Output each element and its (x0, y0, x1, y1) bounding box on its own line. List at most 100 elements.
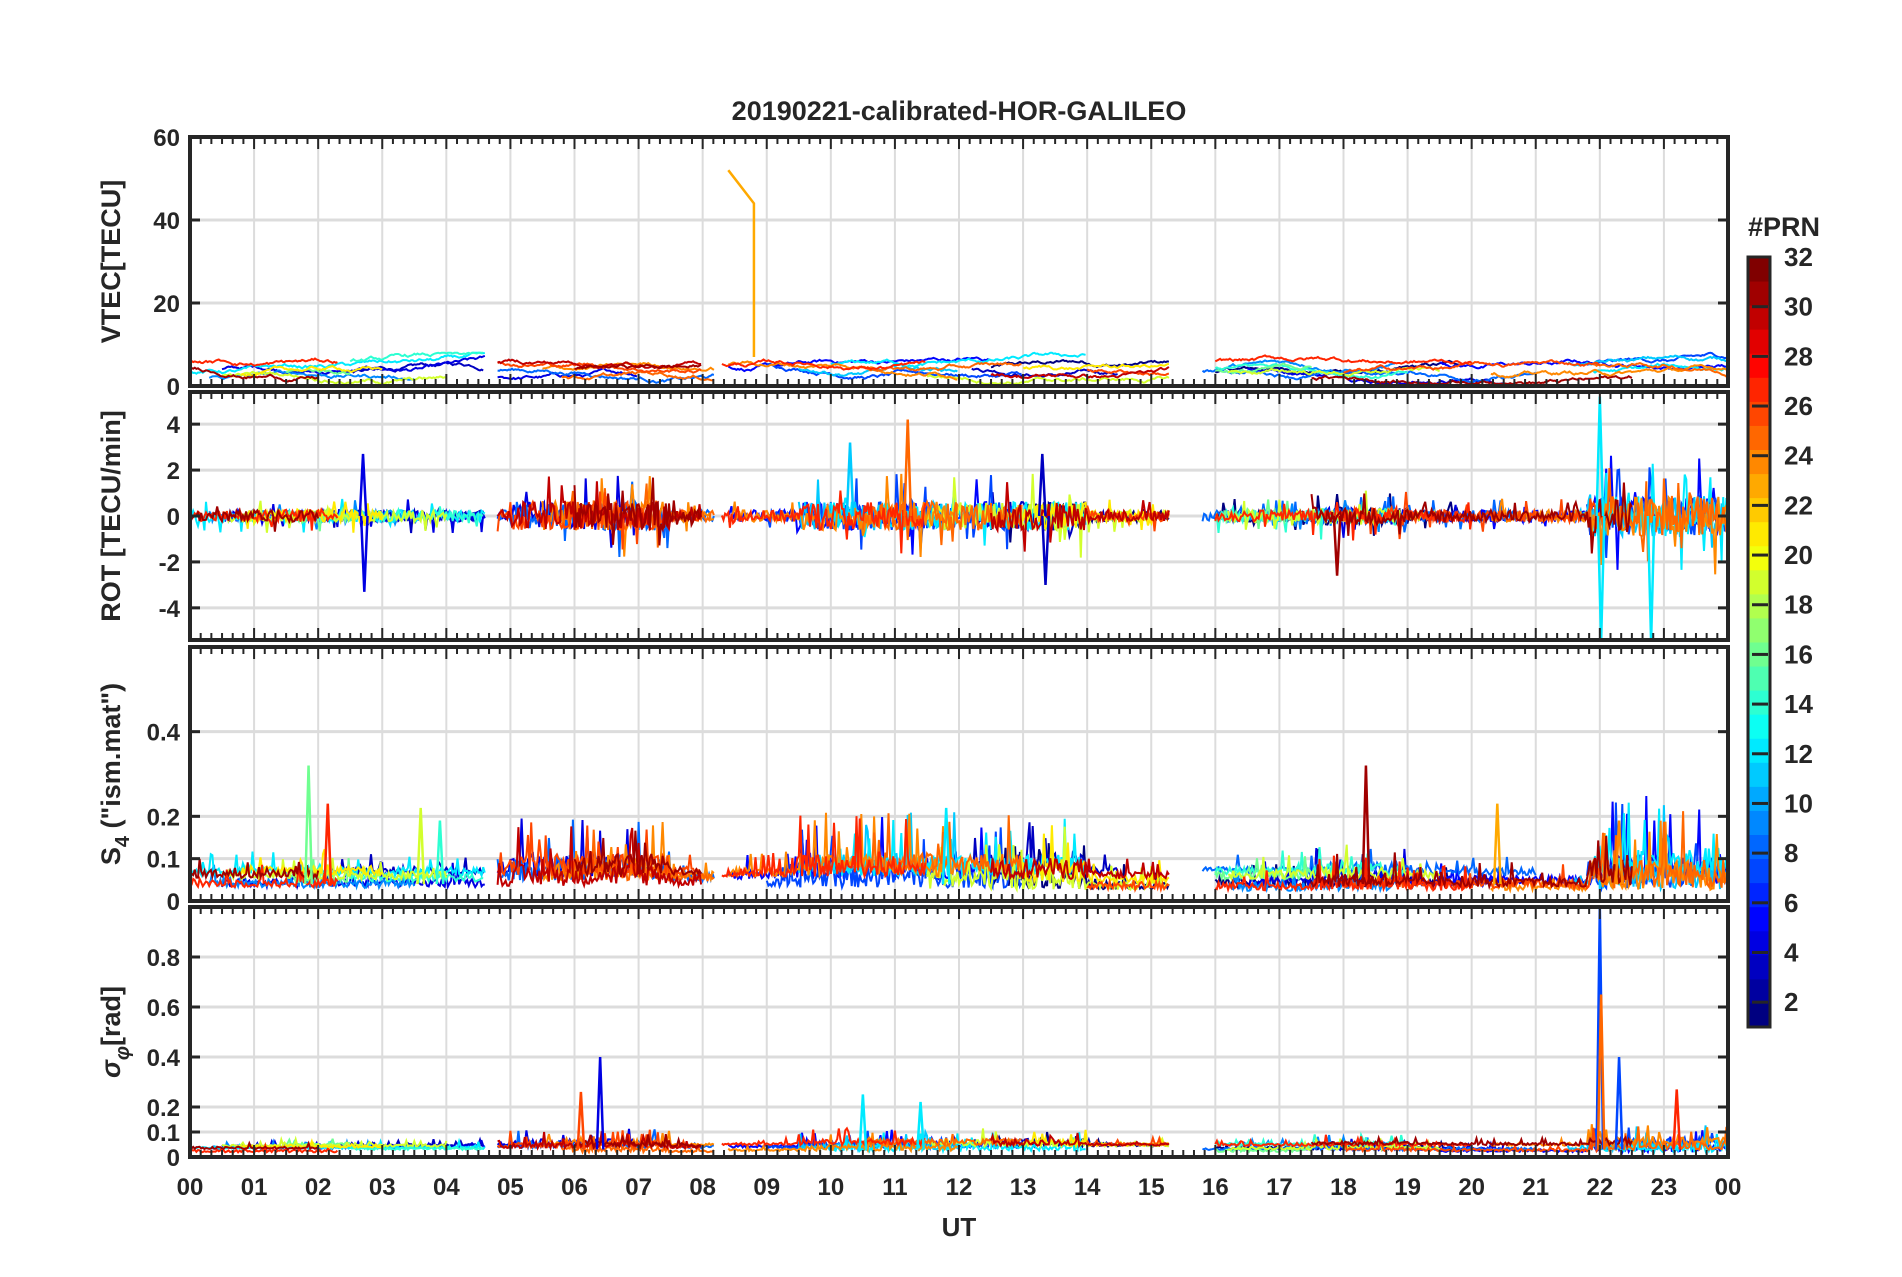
x-tick-label: 11 (882, 1174, 907, 1201)
series-line-prn-24 (728, 473, 959, 558)
series-line-prn-27 (721, 815, 927, 880)
series-line-prn-31 (574, 363, 702, 370)
x-tick-label: 17 (1266, 1174, 1293, 1201)
y-tick-label: 0.2 (147, 1095, 180, 1122)
spike-prn-11 (845, 442, 855, 517)
series-line-prn-30 (990, 366, 1170, 380)
series-lines (190, 169, 1728, 386)
y-tick-label: 0.1 (147, 1120, 180, 1147)
series-line-prn-31 (1310, 1134, 1633, 1149)
colorbar-segment (1748, 545, 1770, 571)
series-line-prn-14 (349, 1142, 484, 1152)
colorbar-segment (1748, 930, 1770, 956)
colorbar-segment (1748, 473, 1770, 499)
chart-title: 20190221-calibrated-HOR-GALILEO (732, 96, 1187, 126)
axes-box (188, 135, 1730, 388)
colorbar-segment (1748, 714, 1770, 739)
x-tick-label: 12 (946, 1174, 973, 1201)
series-line-prn-14 (1214, 362, 1409, 380)
colorbar-tick-label: 26 (1784, 391, 1813, 421)
series-lines (190, 396, 1728, 640)
y-tick-label: 4 (167, 412, 181, 439)
spike-prn-23 (1492, 803, 1502, 885)
colorbar-segment (1748, 353, 1770, 378)
series-line-prn-21 (241, 365, 383, 377)
spike-prn-31 (1332, 515, 1342, 576)
series-line-prn-19 (1228, 1136, 1441, 1153)
spike-prn-12 (916, 1101, 926, 1150)
series-line-prn-27 (190, 506, 339, 531)
spike-prn-23 (727, 169, 756, 357)
panel-s4: 0 0.1 0.2 0.4 S4 ("ism.mat") (96, 645, 1730, 916)
spike-prn-14 (435, 820, 445, 885)
colorbar-tick-label: 28 (1784, 341, 1813, 371)
x-tick-label: 06 (561, 1174, 588, 1201)
series-line-prn-25 (1592, 811, 1728, 890)
spike-prn-19 (416, 807, 426, 885)
series-line-prn-25 (1593, 362, 1728, 378)
colorbar-segment (1748, 329, 1770, 354)
series-line-prn-14 (349, 351, 484, 363)
colorbar-tick-label: 32 (1784, 242, 1813, 272)
series-line-prn-26 (1343, 359, 1601, 374)
colorbar-segment (1748, 425, 1770, 450)
colorbar-segment (1748, 281, 1770, 306)
series-lines (190, 765, 1728, 894)
series-line-prn-27 (190, 864, 339, 890)
series-line-prn-31 (1310, 835, 1633, 890)
y-tick-label: 2 (167, 458, 180, 485)
colorbar-tick-label: 12 (1784, 739, 1813, 769)
colorbar-tick-label: 22 (1784, 490, 1813, 520)
x-axis-label: UT (942, 1212, 977, 1242)
x-tick-label: 22 (1586, 1174, 1613, 1201)
spike-prn-27 (1672, 1089, 1682, 1150)
y-tick-label: 0.4 (147, 1045, 181, 1072)
colorbar-segment (1748, 497, 1770, 523)
colorbar-label: #PRN (1748, 212, 1820, 242)
colorbar-tick-label: 20 (1784, 540, 1813, 570)
series-line-prn-27 (720, 490, 927, 554)
x-tick-label: 19 (1394, 1174, 1421, 1201)
colorbar-segment (1748, 810, 1770, 835)
series-line-prn-31 (190, 858, 320, 881)
colorbar-segment (1748, 449, 1770, 475)
series-line-prn-30 (497, 1131, 702, 1152)
y-tick-label: 60 (153, 125, 180, 152)
y-tick-label: 0 (167, 374, 180, 401)
colorbar-segment (1748, 858, 1770, 884)
y-tick-label: 0.4 (147, 720, 181, 747)
axes-box (188, 645, 1730, 903)
y-axis-label: S4 ("ism.mat") (96, 683, 134, 865)
series-line-prn-30 (990, 857, 1170, 881)
colorbar-segment (1748, 569, 1770, 595)
x-tick-label: 18 (1330, 1174, 1357, 1201)
colorbar-segment (1748, 305, 1770, 330)
series-line-prn-26 (1086, 877, 1170, 894)
spike-prn-16 (304, 765, 314, 885)
y-axis-label: ROT [TECU/min] (96, 410, 126, 621)
y-tick-label: -2 (159, 550, 180, 577)
series-line-prn-12 (190, 351, 486, 375)
colorbar-segment (1748, 882, 1770, 908)
series-line-prn-31 (573, 830, 702, 878)
series-line-prn-21 (1022, 362, 1170, 371)
colorbar-tick-label: 2 (1784, 987, 1798, 1017)
y-axis-label-text: ROT [TECU/min] (96, 410, 126, 621)
colorbar-tick-label: 16 (1784, 639, 1813, 669)
colorbar-tick-label: 18 (1784, 590, 1813, 620)
spike-prn-12 (858, 1094, 868, 1150)
colorbar-segment (1748, 521, 1770, 547)
series-line-prn-1 (990, 359, 1170, 369)
series-line-prn-30 (990, 1132, 1170, 1149)
x-tick-label: 03 (369, 1174, 396, 1201)
colorbar-segment (1748, 666, 1770, 691)
spike-prn-12 (1596, 515, 1606, 640)
series-line-prn-31 (190, 506, 320, 532)
colorbar-segment (1748, 762, 1770, 787)
y-axis-label-text: S (96, 847, 126, 865)
colorbar-tick-label: 24 (1784, 441, 1813, 471)
series-line-prn-27 (190, 1141, 339, 1154)
panel-vtec: 0 20 40 60 VTEC[TECU] (96, 125, 1730, 401)
series-line-prn-4 (497, 366, 638, 381)
